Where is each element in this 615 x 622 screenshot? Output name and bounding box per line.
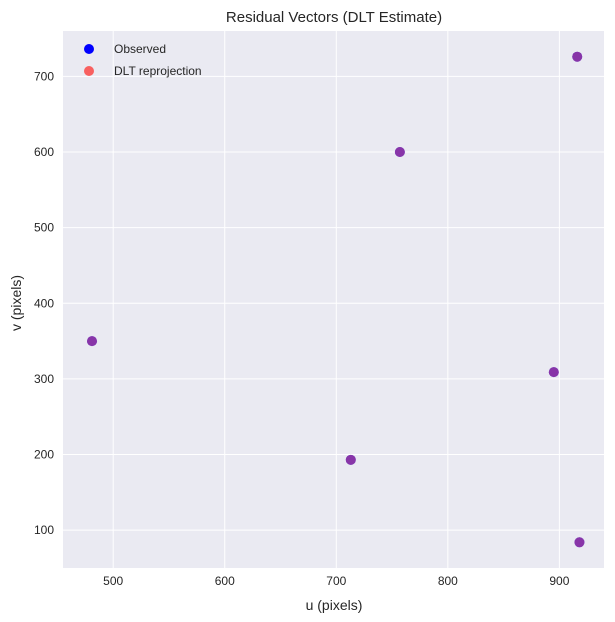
y-tick-label: 600	[34, 145, 54, 159]
legend-marker-observed	[84, 44, 94, 54]
chart-title: Residual Vectors (DLT Estimate)	[226, 9, 442, 26]
y-axis-label: v (pixels)	[8, 275, 24, 331]
x-tick-label: 600	[215, 574, 235, 588]
x-axis-label: u (pixels)	[306, 597, 363, 613]
x-tick-label: 800	[438, 574, 458, 588]
x-tick-label: 500	[103, 574, 123, 588]
data-points	[87, 51, 585, 548]
x-tick-label: 700	[326, 574, 346, 588]
y-tick-label: 100	[34, 523, 54, 537]
legend-label-observed: Observed	[114, 42, 166, 56]
y-tick-label: 300	[34, 372, 54, 386]
legend-marker-dlt-reprojection	[84, 66, 94, 76]
y-tick-label: 700	[34, 69, 54, 83]
legend-label-dlt-reprojection: DLT reprojection	[114, 64, 202, 78]
y-tick-labels: 100 200 300 400 500 600 700	[34, 69, 54, 537]
y-tick-label: 500	[34, 221, 54, 235]
grid-lines	[63, 31, 604, 568]
y-tick-label: 400	[34, 296, 54, 310]
plot-area	[63, 31, 604, 568]
dlt-reprojection-point	[394, 147, 405, 158]
legend: Observed DLT reprojection	[84, 42, 202, 78]
dlt-reprojection-point	[87, 336, 98, 347]
dlt-reprojection-point	[345, 454, 356, 465]
x-tick-labels: 500 600 700 800 900	[103, 574, 570, 588]
y-tick-label: 200	[34, 448, 54, 462]
x-tick-label: 900	[549, 574, 569, 588]
dlt-reprojection-point	[574, 537, 585, 548]
dlt-reprojection-point	[572, 51, 583, 62]
dlt-reprojection-point	[548, 367, 559, 378]
